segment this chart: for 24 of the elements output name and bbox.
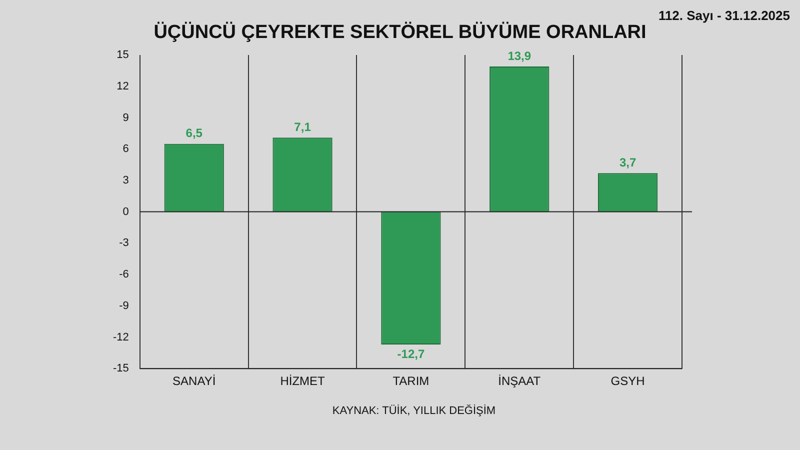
x-tick-label: İNŞAAT: [498, 374, 542, 388]
y-tick-label: -12: [112, 331, 129, 344]
y-tick-label: -3: [119, 237, 129, 250]
y-tick-label: 0: [122, 206, 129, 218]
x-tick-label: HİZMET: [280, 374, 326, 388]
x-tick-label: SANAYİ: [172, 374, 216, 388]
chart-title: ÜÇÜNCÜ ÇEYREKTE SEKTÖREL BÜYÜME ORANLARI: [152, 22, 648, 44]
data-label: 13,9: [508, 48, 532, 63]
y-tick-label: -6: [119, 268, 129, 281]
text: KAYNAK: TÜİK, YILLIK DEĞİŞİM: [331, 405, 497, 417]
x-tick-label: GSYH: [610, 374, 645, 388]
data-label: 7,1: [294, 120, 312, 134]
x-tick-label: TARIM: [392, 374, 430, 388]
y-tick-label: -15: [112, 362, 129, 375]
data-label: 6,5: [186, 126, 203, 140]
y-tick-label: 6: [122, 143, 129, 156]
y-tick-label: -9: [119, 300, 129, 312]
data-label: -12,7: [397, 346, 425, 361]
y-tick-label: 15: [116, 49, 129, 62]
y-tick-label: 9: [122, 112, 129, 124]
y-tick-label: 12: [116, 80, 129, 92]
data-label: 3,7: [619, 155, 636, 170]
text: 112. Sayı - 31.12.2025: [658, 8, 790, 23]
y-tick-label: 3: [122, 174, 129, 186]
